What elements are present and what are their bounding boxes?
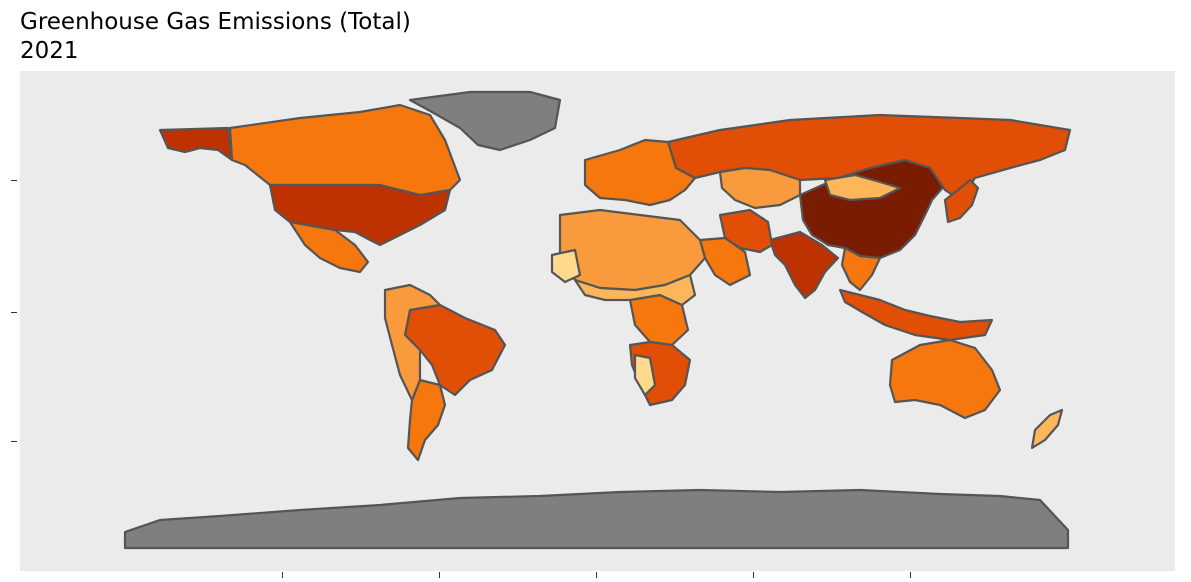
region-canada	[228, 103, 462, 197]
region-new-zealand	[1030, 408, 1064, 450]
y-tick-1	[11, 180, 17, 181]
region-argentina	[406, 378, 447, 462]
region-sahel	[573, 273, 697, 307]
region-andean-south-america	[383, 283, 442, 402]
region-india	[768, 230, 840, 300]
region-saudi-arabia	[698, 236, 752, 287]
region-kazakhstan	[718, 166, 802, 210]
region-mexico	[288, 220, 370, 274]
region-southeast-asia	[840, 246, 882, 292]
x-tick-3	[596, 572, 597, 578]
chart-title: Greenhouse Gas Emissions (Total) 2021	[20, 8, 411, 66]
region-alaska	[158, 126, 234, 162]
title-line-2: 2021	[20, 38, 79, 64]
x-tick-1	[282, 572, 283, 578]
x-tick-4	[753, 572, 754, 578]
region-europe	[583, 138, 697, 207]
region-mauritania	[550, 248, 582, 284]
x-tick-5	[910, 572, 911, 578]
region-greenland	[408, 90, 562, 152]
region-mongolia	[823, 173, 902, 202]
region-indonesia	[838, 288, 994, 342]
title-line-1: Greenhouse Gas Emissions (Total)	[20, 9, 411, 35]
region-australia	[888, 338, 1002, 420]
y-tick-2	[11, 312, 17, 313]
region-namibia	[633, 353, 657, 397]
y-tick-3	[11, 441, 17, 442]
region-japan	[943, 178, 980, 224]
region-antarctica	[123, 488, 1070, 550]
x-tick-2	[439, 572, 440, 578]
